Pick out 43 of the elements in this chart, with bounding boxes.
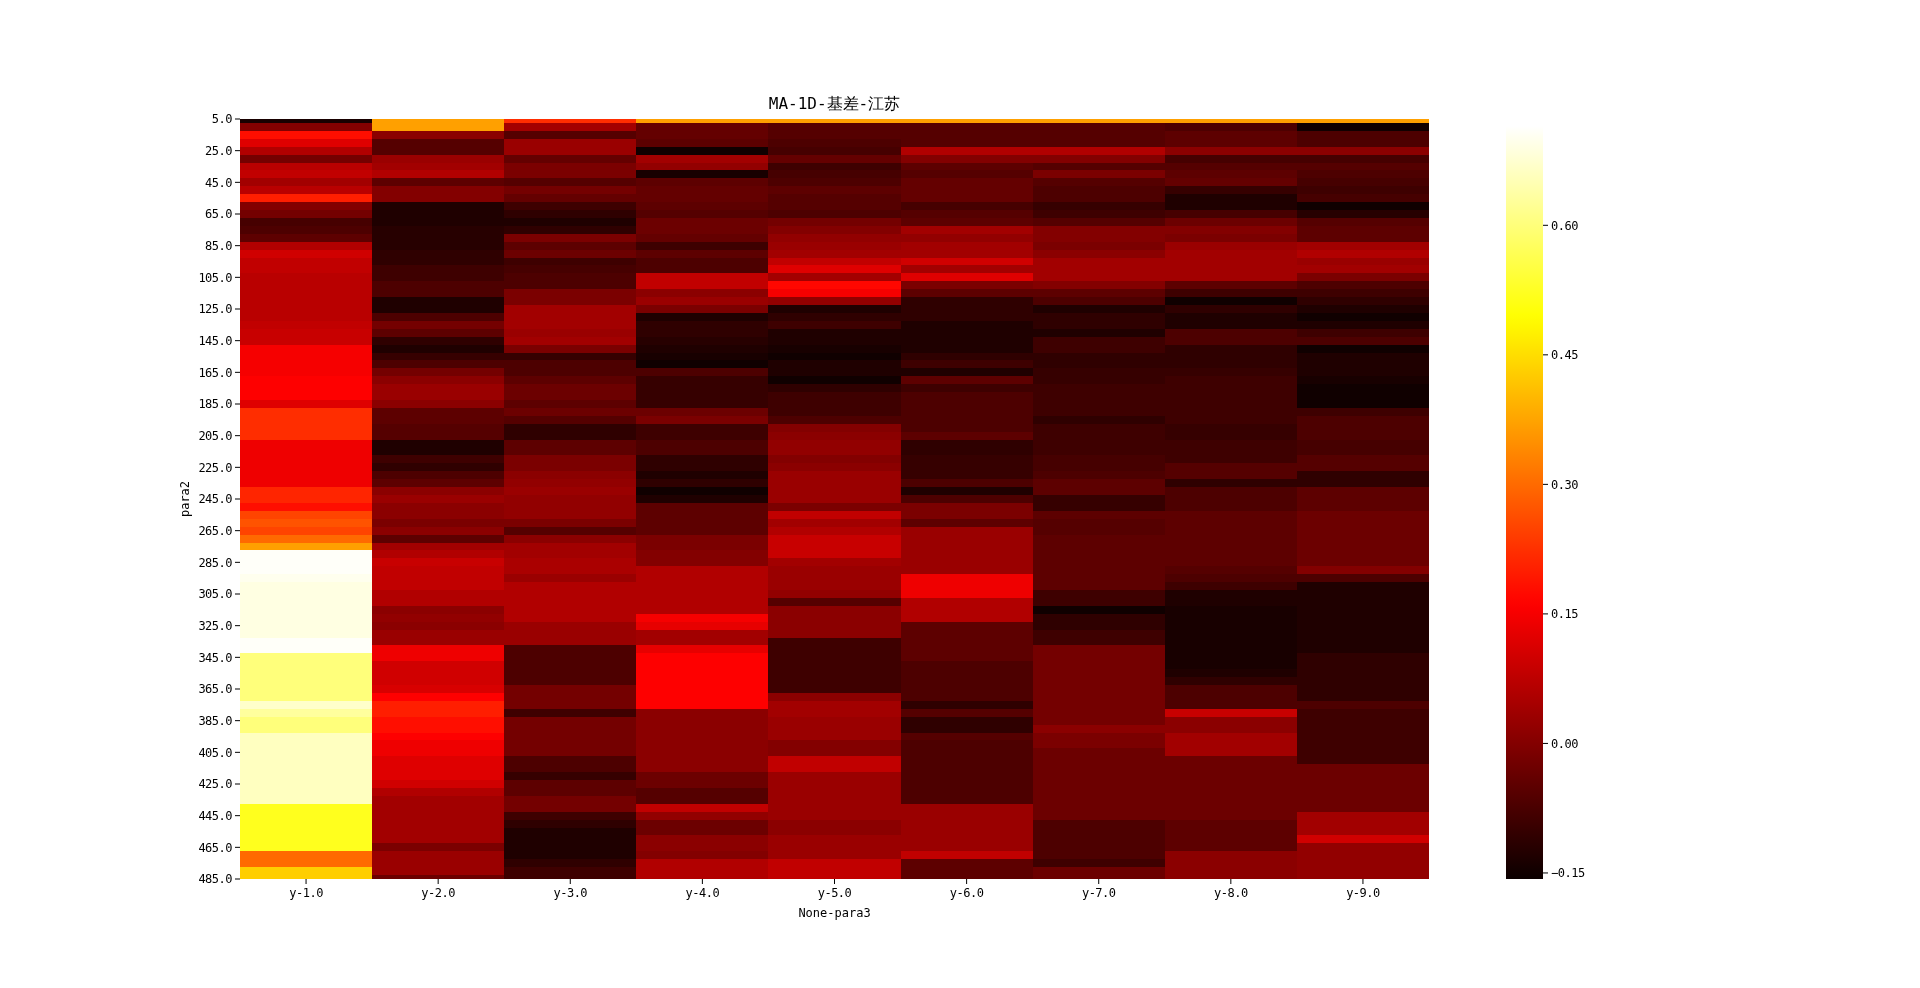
y-tick-label: 445.0 [198, 808, 233, 823]
y-tick-label: 205.0 [198, 428, 233, 443]
x-tick-label: y-5.0 [817, 885, 852, 900]
x-tick-label: y-1.0 [289, 885, 324, 900]
y-tick-label: 225.0 [198, 460, 233, 475]
y-tick-label: 325.0 [198, 618, 233, 633]
y-tick-label: 25.0 [205, 143, 233, 158]
y-tick-label: 385.0 [198, 713, 233, 728]
x-tick-label: y-2.0 [421, 885, 456, 900]
y-axis-title: para2 [178, 480, 192, 518]
y-tick-label: 365.0 [198, 682, 233, 697]
color-bar-label: 0.00 [1551, 736, 1579, 751]
x-axis-title: None-para3 [798, 906, 871, 920]
color-bar-label: −0.15 [1551, 866, 1585, 881]
x-tick-label: y-8.0 [1214, 885, 1248, 900]
x-tick-label: y-9.0 [1346, 885, 1381, 900]
y-tick-label: 425.0 [198, 777, 233, 792]
y-tick-label: 285.0 [198, 555, 233, 570]
y-tick-label: 265.0 [198, 523, 233, 538]
y-tick-label: 165.0 [198, 365, 233, 380]
y-tick-label: 85.0 [205, 238, 233, 253]
y-tick-label: 65.0 [205, 207, 233, 222]
y-tick-label: 305.0 [198, 587, 233, 602]
y-tick-label: 245.0 [198, 492, 233, 507]
color-bar-label: 0.45 [1551, 348, 1579, 363]
y-tick-label: 485.0 [198, 872, 233, 887]
y-tick-label: 45.0 [205, 175, 233, 190]
x-tick-label: y-4.0 [685, 885, 720, 900]
x-tick-label: y-6.0 [949, 885, 984, 900]
y-tick-label: 465.0 [198, 840, 233, 855]
y-tick-label: 5.0 [211, 112, 233, 127]
y-tick-label: 145.0 [198, 333, 233, 348]
y-tick-label: 345.0 [198, 650, 233, 665]
y-tick-label: 405.0 [198, 745, 233, 760]
y-tick-label: 105.0 [198, 270, 233, 285]
chart-title: MA-1D-基差-江苏 [768, 94, 901, 113]
y-tick-label: 125.0 [198, 302, 233, 317]
color-bar-label: 0.15 [1551, 607, 1579, 622]
x-tick-label: y-3.0 [553, 885, 588, 900]
color-bar-label: 0.30 [1551, 477, 1579, 492]
x-tick-label: y-7.0 [1081, 885, 1116, 900]
y-tick-label: 185.0 [198, 397, 233, 412]
color-bar-label: 0.60 [1551, 218, 1579, 233]
